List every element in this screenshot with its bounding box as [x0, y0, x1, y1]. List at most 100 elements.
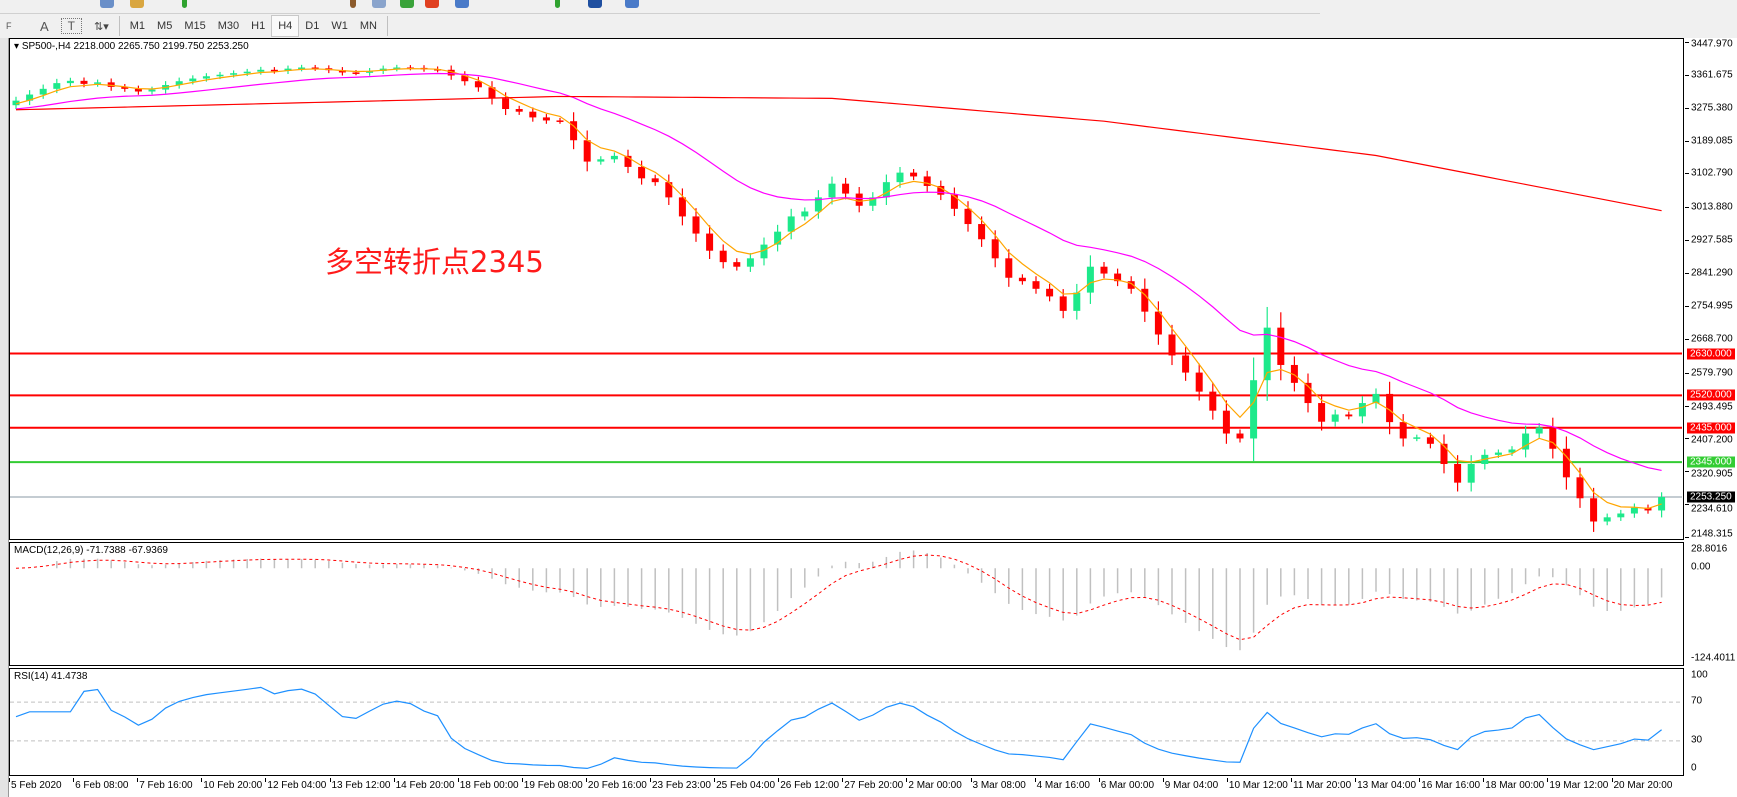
candle-bullish [1087, 267, 1094, 293]
candle-bearish [1318, 403, 1325, 422]
candle-bullish [1468, 464, 1475, 483]
toolbar-icon[interactable] [130, 0, 144, 8]
time-tick-label: 6 Feb 08:00 [75, 780, 128, 791]
macd-label: MACD(12,26,9) -71.7388 -67.9369 [14, 545, 168, 556]
candle-bearish [81, 81, 88, 84]
candle-bearish [1400, 422, 1407, 438]
time-tick-label: 3 Mar 08:00 [973, 780, 1026, 791]
price-chart-pane[interactable]: ▾ SP500-,H4 2218.000 2265.750 2199.750 2… [9, 38, 1684, 540]
price-level-tag: 2253.250 [1687, 492, 1735, 503]
time-axis: 5 Feb 20206 Feb 08:007 Feb 16:0010 Feb 2… [9, 778, 1689, 794]
candle-bearish [543, 117, 550, 120]
annotation-text[interactable]: 多空转折点2345 [325, 239, 544, 281]
candle-bearish [679, 197, 686, 216]
rsi-tick-label: 70 [1691, 696, 1702, 707]
candle-bearish [1590, 498, 1597, 521]
timeframe-w1[interactable]: W1 [325, 15, 354, 37]
timeframe-m15[interactable]: M15 [178, 15, 211, 37]
timeframe-mn[interactable]: MN [354, 15, 383, 37]
time-tick-label: 10 Feb 20:00 [203, 780, 262, 791]
rsi-pane[interactable]: RSI(14) 41.4738 [9, 668, 1684, 776]
timeframe-m30[interactable]: M30 [212, 15, 245, 37]
price-tick-label: 3361.675 [1691, 69, 1733, 80]
toolbar-icon[interactable] [588, 0, 602, 8]
candle-bearish [965, 209, 972, 224]
toolbar-icon[interactable] [555, 0, 560, 8]
candle-bearish [1033, 281, 1040, 289]
main-toolbar [0, 0, 1320, 14]
candle-bullish [1536, 427, 1543, 433]
symbol-ohlc-label: SP500-,H4 2218.000 2265.750 2199.750 225… [22, 41, 249, 52]
candle-bullish [788, 216, 795, 231]
toolbar-icon[interactable] [182, 0, 187, 8]
text-label-icon[interactable]: T [61, 18, 82, 34]
timeframe-d1[interactable]: D1 [299, 15, 325, 37]
candle-bearish [1005, 258, 1012, 277]
candle-bullish [829, 184, 836, 198]
timeframe-m1[interactable]: M1 [124, 15, 151, 37]
candle-bullish [883, 182, 890, 197]
candle-bearish [1019, 278, 1026, 281]
candle-bearish [978, 224, 985, 239]
toolbar-icon[interactable] [372, 0, 386, 8]
candle-bullish [1658, 497, 1665, 510]
time-tick-label: 18 Mar 00:00 [1485, 780, 1544, 791]
price-tick-label: 2579.790 [1691, 367, 1733, 378]
macd-tick-label: 28.8016 [1691, 544, 1727, 555]
toolbar-icon[interactable] [425, 0, 439, 8]
price-tick-label: 2320.905 [1691, 469, 1733, 480]
toolbar-icon[interactable] [625, 0, 639, 8]
candle-bullish [203, 76, 210, 78]
candle-bearish [1237, 434, 1244, 439]
macd-axis: 28.80160.00-124.4011 [1685, 542, 1737, 666]
time-tick-label: 23 Feb 23:00 [652, 780, 711, 791]
candle-bearish [1223, 411, 1230, 434]
candle-bearish [353, 72, 360, 74]
candle-bullish [217, 75, 224, 77]
time-tick-label: 13 Feb 12:00 [332, 780, 391, 791]
time-tick-label: 19 Feb 08:00 [524, 780, 583, 791]
candle-bullish [189, 79, 196, 82]
chart-header: ▾ SP500-,H4 2218.000 2265.750 2199.750 2… [14, 41, 249, 52]
toolbar-separator [387, 16, 388, 36]
macd-pane[interactable]: MACD(12,26,9) -71.7388 -67.9369 [9, 542, 1684, 666]
candle-bullish [1073, 293, 1080, 311]
price-axis[interactable]: 3447.9703361.6753275.3803189.0853102.790… [1685, 38, 1737, 540]
timeframe-h1[interactable]: H1 [245, 15, 271, 37]
timeframe-m5[interactable]: M5 [151, 15, 178, 37]
price-tick-label: 3275.380 [1691, 102, 1733, 113]
price-tick-label: 2841.290 [1691, 268, 1733, 279]
candle-bearish [516, 109, 523, 112]
toolbar-icon[interactable] [350, 0, 356, 8]
rsi-tick-label: 30 [1691, 734, 1702, 745]
time-tick-label: 27 Feb 20:00 [844, 780, 903, 791]
time-tick-label: 11 Mar 20:00 [1293, 780, 1351, 791]
candle-bullish [1617, 514, 1624, 518]
dropdown-triangle-icon[interactable]: ▾ [14, 41, 22, 52]
toolbar-icon[interactable] [455, 0, 469, 8]
arrows-icon[interactable]: ⇅▾ [88, 15, 115, 37]
candle-bearish [1046, 289, 1053, 297]
toolbar-icon[interactable] [400, 0, 414, 8]
text-icon[interactable]: A [34, 15, 55, 37]
price-level-tag: 2345.000 [1687, 457, 1735, 468]
fibonacci-icon[interactable]: F [0, 15, 34, 37]
macd-signal-line [16, 555, 1662, 640]
candle-bearish [1563, 449, 1570, 478]
macd-svg [10, 543, 1682, 664]
toolbar-icon[interactable] [100, 0, 114, 8]
price-tick-label: 2148.315 [1691, 529, 1733, 540]
time-tick-label: 25 Feb 04:00 [716, 780, 775, 791]
candle-bearish [1196, 373, 1203, 392]
time-tick-label: 19 Mar 12:00 [1549, 780, 1608, 791]
price-tick-label: 3013.880 [1691, 202, 1733, 213]
candle-bullish [149, 90, 156, 92]
price-tick-label: 2493.495 [1691, 402, 1733, 413]
candle-bearish [720, 251, 727, 262]
candle-bullish [53, 83, 60, 89]
candle-bullish [244, 72, 251, 74]
time-tick-label: 10 Mar 12:00 [1229, 780, 1288, 791]
timeframe-h4[interactable]: H4 [271, 15, 299, 37]
price-tick-label: 2234.610 [1691, 504, 1733, 515]
candle-bullish [1359, 403, 1366, 416]
